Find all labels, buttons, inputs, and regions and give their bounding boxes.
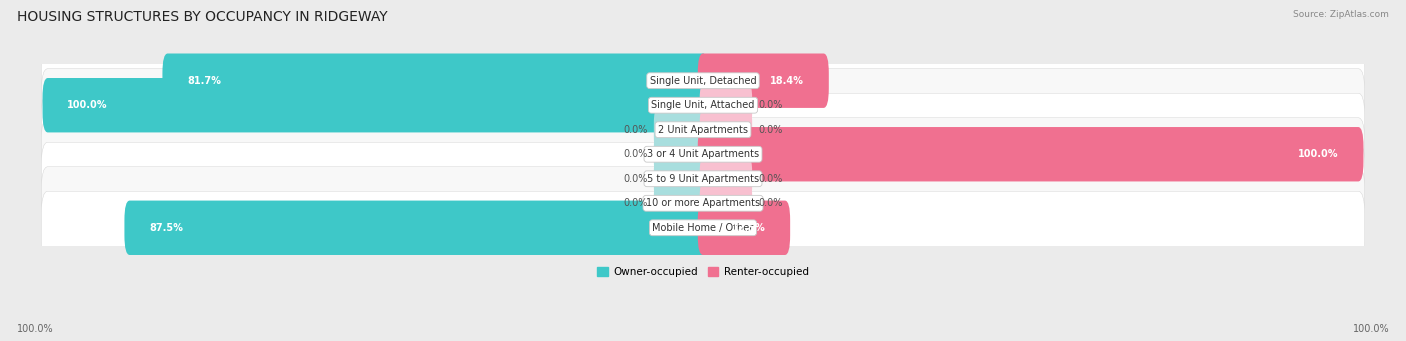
Text: HOUSING STRUCTURES BY OCCUPANCY IN RIDGEWAY: HOUSING STRUCTURES BY OCCUPANCY IN RIDGE… — [17, 10, 388, 24]
FancyBboxPatch shape — [42, 78, 709, 132]
Text: 0.0%: 0.0% — [623, 149, 647, 159]
Text: 5 to 9 Unit Apartments: 5 to 9 Unit Apartments — [647, 174, 759, 184]
Text: 0.0%: 0.0% — [623, 125, 647, 135]
Text: 10 or more Apartments: 10 or more Apartments — [645, 198, 761, 208]
Legend: Owner-occupied, Renter-occupied: Owner-occupied, Renter-occupied — [593, 263, 813, 281]
Text: 0.0%: 0.0% — [759, 125, 783, 135]
FancyBboxPatch shape — [700, 85, 752, 125]
FancyBboxPatch shape — [41, 191, 1365, 264]
FancyBboxPatch shape — [41, 69, 1365, 142]
FancyBboxPatch shape — [654, 183, 706, 223]
Text: Single Unit, Attached: Single Unit, Attached — [651, 100, 755, 110]
Text: 12.5%: 12.5% — [731, 223, 765, 233]
Text: 100.0%: 100.0% — [17, 324, 53, 334]
Text: 0.0%: 0.0% — [759, 174, 783, 184]
Text: 0.0%: 0.0% — [759, 100, 783, 110]
FancyBboxPatch shape — [697, 127, 1364, 181]
FancyBboxPatch shape — [700, 183, 752, 223]
FancyBboxPatch shape — [697, 54, 828, 108]
Text: 100.0%: 100.0% — [1298, 149, 1339, 159]
FancyBboxPatch shape — [41, 44, 1365, 117]
Text: 18.4%: 18.4% — [770, 76, 804, 86]
FancyBboxPatch shape — [124, 201, 709, 255]
Text: 100.0%: 100.0% — [67, 100, 108, 110]
Text: 0.0%: 0.0% — [759, 198, 783, 208]
FancyBboxPatch shape — [697, 201, 790, 255]
Text: 81.7%: 81.7% — [187, 76, 221, 86]
FancyBboxPatch shape — [654, 159, 706, 198]
Text: 3 or 4 Unit Apartments: 3 or 4 Unit Apartments — [647, 149, 759, 159]
Text: 0.0%: 0.0% — [623, 174, 647, 184]
FancyBboxPatch shape — [163, 54, 709, 108]
FancyBboxPatch shape — [654, 134, 706, 174]
Text: Source: ZipAtlas.com: Source: ZipAtlas.com — [1294, 10, 1389, 19]
Text: Mobile Home / Other: Mobile Home / Other — [652, 223, 754, 233]
FancyBboxPatch shape — [654, 110, 706, 150]
Text: 2 Unit Apartments: 2 Unit Apartments — [658, 125, 748, 135]
FancyBboxPatch shape — [41, 93, 1365, 166]
Text: 100.0%: 100.0% — [1353, 324, 1389, 334]
FancyBboxPatch shape — [700, 110, 752, 150]
Text: Single Unit, Detached: Single Unit, Detached — [650, 76, 756, 86]
FancyBboxPatch shape — [41, 118, 1365, 191]
Text: 87.5%: 87.5% — [149, 223, 183, 233]
FancyBboxPatch shape — [41, 167, 1365, 240]
FancyBboxPatch shape — [700, 159, 752, 198]
Text: 0.0%: 0.0% — [623, 198, 647, 208]
FancyBboxPatch shape — [41, 142, 1365, 215]
